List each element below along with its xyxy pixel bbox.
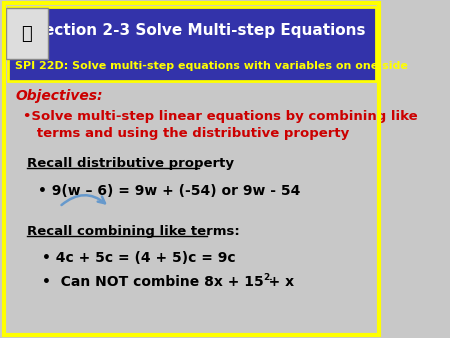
FancyBboxPatch shape xyxy=(8,7,376,81)
Text: • 9(w – 6) = 9w + (-54) or 9w - 54: • 9(w – 6) = 9w + (-54) or 9w - 54 xyxy=(38,184,301,198)
FancyBboxPatch shape xyxy=(6,8,48,59)
Text: Section 2-3 Solve Multi-step Equations: Section 2-3 Solve Multi-step Equations xyxy=(33,23,365,38)
Text: Recall combining like terms:: Recall combining like terms: xyxy=(27,225,239,238)
Text: 📖: 📖 xyxy=(22,25,32,43)
Text: Objectives:: Objectives: xyxy=(15,89,103,103)
FancyArrowPatch shape xyxy=(62,195,105,205)
Text: terms and using the distributive property: terms and using the distributive propert… xyxy=(23,127,349,140)
Text: • 4c + 5c = (4 + 5)c = 9c: • 4c + 5c = (4 + 5)c = 9c xyxy=(42,250,236,265)
Text: •  Can NOT combine 8x + 15 + x: • Can NOT combine 8x + 15 + x xyxy=(42,275,294,289)
Text: Recall distributive property: Recall distributive property xyxy=(27,158,234,170)
Text: •Solve multi-step linear equations by combining like: •Solve multi-step linear equations by co… xyxy=(23,110,418,123)
Text: 2.: 2. xyxy=(263,273,273,282)
Text: SPI 22D: Solve multi-step equations with variables on one side: SPI 22D: Solve multi-step equations with… xyxy=(15,61,408,71)
